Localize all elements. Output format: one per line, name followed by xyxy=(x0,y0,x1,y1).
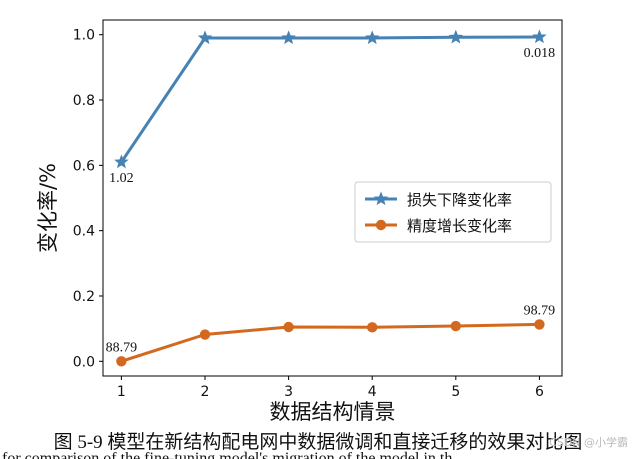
y-axis-title: 变化率/% xyxy=(36,163,60,253)
data-label: 1.02 xyxy=(109,171,134,186)
x-tick-label: 1 xyxy=(117,384,126,400)
legend-marker-circle xyxy=(375,219,387,231)
legend-box xyxy=(354,181,552,243)
x-tick-label: 6 xyxy=(535,384,544,400)
series-line-1 xyxy=(120,35,540,163)
x-tick-label: 5 xyxy=(451,384,460,400)
y-tick-label: 0.0 xyxy=(73,354,95,370)
x-tick-label: 4 xyxy=(368,384,377,400)
x-tick-label: 2 xyxy=(201,384,210,400)
y-tick-label: 0.2 xyxy=(73,289,95,305)
y-tick-label: 0.4 xyxy=(73,224,95,240)
data-point-star xyxy=(448,29,464,44)
data-point-star xyxy=(114,154,129,169)
data-point-circle xyxy=(450,320,462,332)
legend-marker-star xyxy=(373,191,389,206)
figure-caption-english: for comparison of the fine-tuning model'… xyxy=(2,451,452,459)
data-label: 0.018 xyxy=(524,46,556,61)
plot-frame xyxy=(102,19,563,377)
data-point-star xyxy=(281,30,296,45)
data-point-circle xyxy=(283,321,294,333)
watermark: CSDN @小学霸 xyxy=(549,436,628,449)
data-label: 88.79 xyxy=(106,340,138,355)
data-point-circle xyxy=(367,322,378,333)
data-point-star xyxy=(532,29,547,44)
y-tick-label: 0.6 xyxy=(73,158,95,174)
x-axis-title: 数据结构情景 xyxy=(270,400,396,424)
y-tick-label: 1.0 xyxy=(73,28,95,44)
series-line-2 xyxy=(120,322,540,363)
data-label: 98.79 xyxy=(524,303,556,318)
data-point-star xyxy=(364,30,380,45)
y-tick-label: 0.8 xyxy=(73,93,95,109)
line-chart: 0.0 0.2 0.4 0.6 0.8 1.0 1 2 3 4 5 6 数据结构情景 变化率/% 1.02 0… xyxy=(36,19,563,424)
data-point-circle xyxy=(534,319,545,330)
x-tick-label: 3 xyxy=(284,384,293,400)
legend-label: 损失下降变化率 xyxy=(407,191,512,209)
legend-label: 精度增长变化率 xyxy=(407,217,512,235)
figure-caption: 图 5-9 模型在新结构配电网中数据微调和直接迁移的效果对比图 xyxy=(53,432,583,453)
data-point-circle xyxy=(116,356,127,367)
data-point-circle xyxy=(199,329,211,340)
data-point-star xyxy=(197,30,213,45)
